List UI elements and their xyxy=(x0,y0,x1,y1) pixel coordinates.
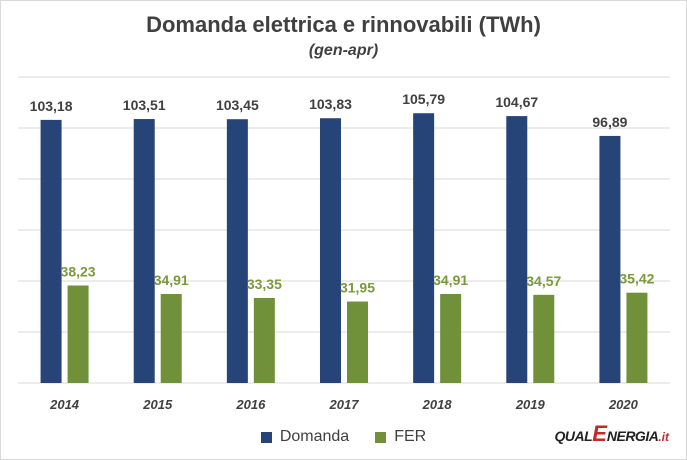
logo-text-it: .it xyxy=(658,430,669,444)
legend-label-fer: FER xyxy=(394,428,427,445)
qualenergia-logo: QUALENERGIA.it xyxy=(555,421,669,447)
bar-fer-2020 xyxy=(626,292,648,383)
data-label-domanda-2019: 104,67 xyxy=(495,94,538,110)
x-tick-label-2016: 2016 xyxy=(235,397,266,412)
logo-text-nergia: NERGIA xyxy=(606,428,659,444)
data-label-domanda-2015: 103,51 xyxy=(123,97,166,113)
x-tick-label-2018: 2018 xyxy=(422,397,453,412)
bar-domanda-2016 xyxy=(226,119,248,383)
bar-domanda-2017 xyxy=(320,118,341,384)
x-tick-label-2019: 2019 xyxy=(515,397,546,412)
legend-item-domanda: Domanda xyxy=(260,428,350,446)
bar-domanda-2019 xyxy=(506,116,528,384)
data-label-fer-2019: 34,57 xyxy=(526,273,561,289)
bar-fer-2017 xyxy=(347,301,368,383)
bar-fer-2016 xyxy=(253,297,275,383)
data-label-domanda-2018: 105,79 xyxy=(402,91,445,107)
data-label-fer-2020: 35,42 xyxy=(619,271,654,287)
logo-text-qual: QUAL xyxy=(554,428,593,444)
data-label-fer-2014: 38,23 xyxy=(61,264,96,280)
data-label-domanda-2020: 96,89 xyxy=(592,114,627,130)
data-label-domanda-2016: 103,45 xyxy=(216,97,259,113)
x-tick-label-2020: 2020 xyxy=(608,397,639,412)
bar-domanda-2018 xyxy=(413,113,435,383)
legend-label-domanda: Domanda xyxy=(279,428,350,445)
legend-swatch-domanda xyxy=(260,431,272,443)
legend-swatch-fer xyxy=(375,431,387,443)
bar-fer-2018 xyxy=(440,293,462,383)
chart-subtitle: (gen-apr) xyxy=(308,42,379,59)
logo-text-e: E xyxy=(592,421,607,446)
bar-domanda-2014 xyxy=(40,119,62,384)
data-label-fer-2017: 31,95 xyxy=(340,280,375,296)
data-label-fer-2018: 34,91 xyxy=(433,272,468,288)
x-tick-label-2017: 2017 xyxy=(329,397,360,412)
data-label-domanda-2017: 103,83 xyxy=(309,96,352,112)
bar-fer-2015 xyxy=(160,293,182,383)
legend-item-fer: FER xyxy=(375,428,426,446)
x-tick-label-2015: 2015 xyxy=(142,397,173,412)
x-tick-label-2014: 2014 xyxy=(49,397,80,412)
data-label-domanda-2014: 103,18 xyxy=(30,98,73,114)
data-label-fer-2015: 34,91 xyxy=(154,272,189,288)
bar-fer-2019 xyxy=(533,294,555,383)
chart-title: Domanda elettrica e rinnovabili (TWh) xyxy=(146,12,541,37)
bar-domanda-2020 xyxy=(599,135,621,383)
legend: Domanda FER xyxy=(0,428,687,446)
data-label-fer-2016: 33,35 xyxy=(247,276,282,292)
bar-fer-2014 xyxy=(67,285,89,383)
bar-domanda-2015 xyxy=(133,119,155,383)
